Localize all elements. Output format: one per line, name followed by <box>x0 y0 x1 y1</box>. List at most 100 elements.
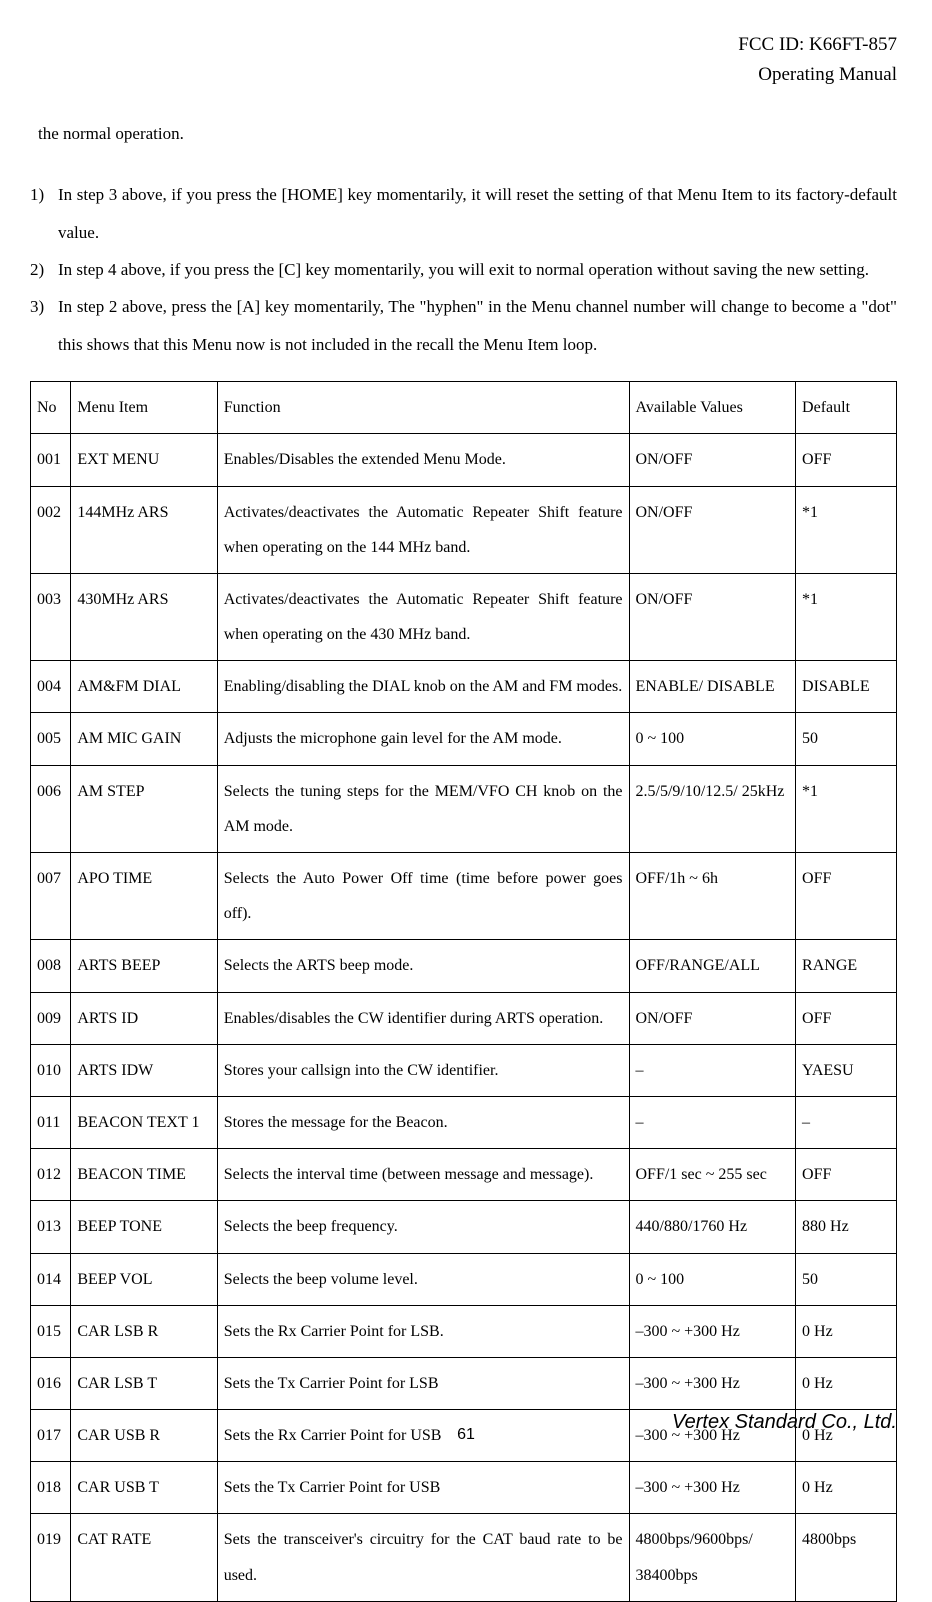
cell-def: OFF <box>796 992 897 1044</box>
cell-def: *1 <box>796 765 897 852</box>
cell-avail: ON/OFF <box>629 573 796 660</box>
cell-func: Enables/disables the CW identifier durin… <box>217 992 629 1044</box>
cell-def: 0 Hz <box>796 1462 897 1514</box>
cell-func: Selects the Auto Power Off time (time be… <box>217 853 629 940</box>
cell-avail: –300 ~ +300 Hz <box>629 1462 796 1514</box>
table-row: 007 APO TIME Selects the Auto Power Off … <box>31 853 897 940</box>
cell-func: Selects the interval time (between messa… <box>217 1149 629 1201</box>
cell-no: 004 <box>31 661 71 713</box>
cell-avail: – <box>629 1096 796 1148</box>
table-row: 013 BEEP TONE Selects the beep frequency… <box>31 1201 897 1253</box>
cell-def: DISABLE <box>796 661 897 713</box>
cell-avail: 440/880/1760 Hz <box>629 1201 796 1253</box>
cell-func: Selects the beep frequency. <box>217 1201 629 1253</box>
header-block: FCC ID: K66FT-857 Operating Manual <box>30 30 897 91</box>
cell-func: Selects the beep volume level. <box>217 1253 629 1305</box>
table-row: 002 144MHz ARS Activates/deactivates the… <box>31 486 897 573</box>
footer-company: Vertex Standard Co., Ltd. <box>672 1411 897 1434</box>
cell-no: 009 <box>31 992 71 1044</box>
cell-menu: BEACON TEXT 1 <box>71 1096 217 1148</box>
cell-func: Selects the ARTS beep mode. <box>217 940 629 992</box>
fcc-id: FCC ID: K66FT-857 <box>30 30 897 60</box>
cell-no: 010 <box>31 1044 71 1096</box>
cell-no: 001 <box>31 434 71 486</box>
cell-avail: 4800bps/9600bps/ 38400bps <box>629 1514 796 1601</box>
note-item: 1) In step 3 above, if you press the [HO… <box>30 176 897 251</box>
table-row: 008 ARTS BEEP Selects the ARTS beep mode… <box>31 940 897 992</box>
cell-menu: APO TIME <box>71 853 217 940</box>
cell-avail: ON/OFF <box>629 486 796 573</box>
table-row: 003 430MHz ARS Activates/deactivates the… <box>31 573 897 660</box>
cell-menu: AM STEP <box>71 765 217 852</box>
table-row: 019 CAT RATE Sets the transceiver's circ… <box>31 1514 897 1601</box>
cell-avail: 0 ~ 100 <box>629 713 796 765</box>
table-row: 004 AM&FM DIAL Enabling/disabling the DI… <box>31 661 897 713</box>
cell-menu: 430MHz ARS <box>71 573 217 660</box>
cell-avail: OFF/1h ~ 6h <box>629 853 796 940</box>
cell-def: 50 <box>796 1253 897 1305</box>
cell-menu: EXT MENU <box>71 434 217 486</box>
cell-def: 50 <box>796 713 897 765</box>
cell-func: Enabling/disabling the DIAL knob on the … <box>217 661 629 713</box>
table-row: 015 CAR LSB R Sets the Rx Carrier Point … <box>31 1305 897 1357</box>
cell-no: 019 <box>31 1514 71 1601</box>
cell-def: *1 <box>796 573 897 660</box>
cell-no: 003 <box>31 573 71 660</box>
col-header-menu: Menu Item <box>71 382 217 434</box>
col-header-values: Available Values <box>629 382 796 434</box>
cell-func: Selects the tuning steps for the MEM/VFO… <box>217 765 629 852</box>
note-text: In step 2 above, press the [A] key momen… <box>58 288 897 363</box>
cell-no: 008 <box>31 940 71 992</box>
cell-func: Stores your callsign into the CW identif… <box>217 1044 629 1096</box>
cell-no: 002 <box>31 486 71 573</box>
cell-func: Sets the Rx Carrier Point for LSB. <box>217 1305 629 1357</box>
note-item: 3) In step 2 above, press the [A] key mo… <box>30 288 897 363</box>
page-number: 61 <box>457 1426 475 1444</box>
cell-func: Sets the Rx Carrier Point for USB <box>217 1410 629 1462</box>
cell-func: Sets the transceiver's circuitry for the… <box>217 1514 629 1601</box>
cell-menu: CAR LSB T <box>71 1357 217 1409</box>
table-row: 009 ARTS ID Enables/disables the CW iden… <box>31 992 897 1044</box>
note-text: In step 3 above, if you press the [HOME]… <box>58 176 897 251</box>
note-number: 3) <box>30 288 58 363</box>
col-header-no: No <box>31 382 71 434</box>
cell-no: 015 <box>31 1305 71 1357</box>
cell-no: 018 <box>31 1462 71 1514</box>
note-number: 1) <box>30 176 58 251</box>
cell-func: Sets the Tx Carrier Point for USB <box>217 1462 629 1514</box>
cell-avail: – <box>629 1044 796 1096</box>
cell-menu: ARTS BEEP <box>71 940 217 992</box>
cell-no: 017 <box>31 1410 71 1462</box>
col-header-default: Default <box>796 382 897 434</box>
table-row: 005 AM MIC GAIN Adjusts the microphone g… <box>31 713 897 765</box>
col-header-function: Function <box>217 382 629 434</box>
cell-def: OFF <box>796 434 897 486</box>
cell-no: 011 <box>31 1096 71 1148</box>
table-row: 006 AM STEP Selects the tuning steps for… <box>31 765 897 852</box>
table-header-row: No Menu Item Function Available Values D… <box>31 382 897 434</box>
table-row: 016 CAR LSB T Sets the Tx Carrier Point … <box>31 1357 897 1409</box>
cell-no: 005 <box>31 713 71 765</box>
cell-avail: –300 ~ +300 Hz <box>629 1305 796 1357</box>
cell-def: – <box>796 1096 897 1148</box>
table-row: 012 BEACON TIME Selects the interval tim… <box>31 1149 897 1201</box>
cell-menu: ARTS ID <box>71 992 217 1044</box>
note-item: 2) In step 4 above, if you press the [C]… <box>30 251 897 288</box>
cell-no: 013 <box>31 1201 71 1253</box>
cell-avail: ON/OFF <box>629 434 796 486</box>
cell-avail: OFF/1 sec ~ 255 sec <box>629 1149 796 1201</box>
note-text: In step 4 above, if you press the [C] ke… <box>58 251 897 288</box>
cell-avail: ON/OFF <box>629 992 796 1044</box>
cell-menu: CAR USB T <box>71 1462 217 1514</box>
cell-avail: –300 ~ +300 Hz <box>629 1357 796 1409</box>
table-row: 010 ARTS IDW Stores your callsign into t… <box>31 1044 897 1096</box>
cell-menu: ARTS IDW <box>71 1044 217 1096</box>
cell-def: 4800bps <box>796 1514 897 1601</box>
cell-menu: AM&FM DIAL <box>71 661 217 713</box>
cell-menu: CAR LSB R <box>71 1305 217 1357</box>
table-row: 011 BEACON TEXT 1 Stores the message for… <box>31 1096 897 1148</box>
cell-menu: CAR USB R <box>71 1410 217 1462</box>
doc-title: Operating Manual <box>30 60 897 90</box>
cell-def: 880 Hz <box>796 1201 897 1253</box>
table-row: 001 EXT MENU Enables/Disables the extend… <box>31 434 897 486</box>
